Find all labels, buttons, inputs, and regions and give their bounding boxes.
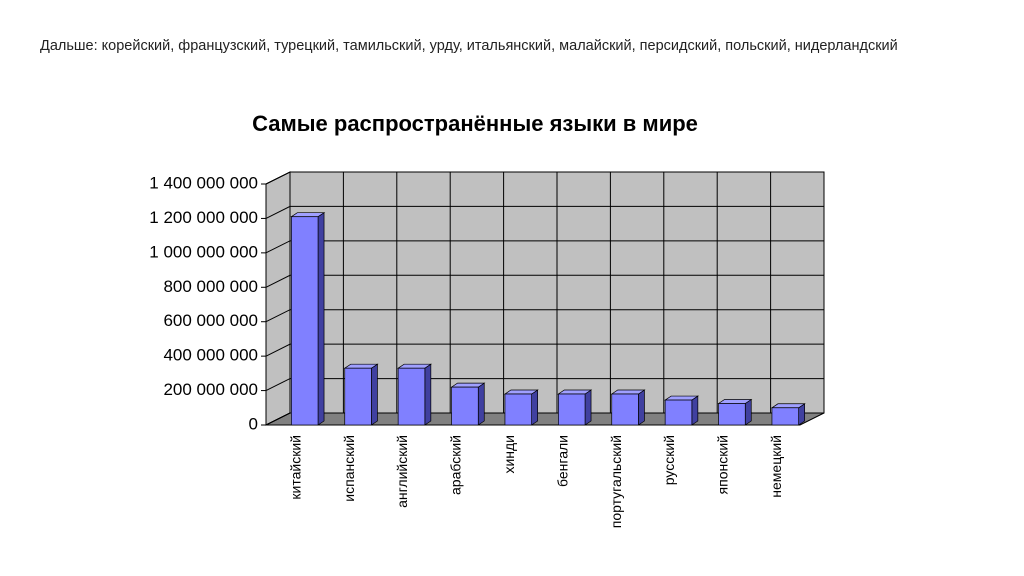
side-wall (265, 171, 291, 426)
x-tick-label: русский (661, 435, 677, 485)
x-tick-label: английский (394, 435, 410, 508)
x-tick-label: арабский (448, 435, 464, 495)
x-tick-label: бенгали (554, 435, 570, 487)
y-tick-label: 800 000 000 (163, 277, 258, 296)
bar-side (744, 398, 752, 426)
y-tick-label: 1 000 000 000 (149, 242, 258, 261)
bar-top (610, 389, 646, 395)
bar-top (343, 363, 379, 369)
bar-top (663, 395, 700, 401)
chart-title: Самые распространённые языки в мире (252, 111, 698, 136)
y-tick-label: 400 000 000 (163, 346, 258, 365)
bar-side (638, 389, 645, 426)
bar-top (557, 389, 593, 395)
bar (291, 216, 319, 426)
x-tick-label: японский (715, 435, 731, 494)
bar (771, 407, 800, 426)
y-tick-label: 600 000 000 (163, 311, 258, 330)
bar-side (531, 389, 539, 426)
bar-top (770, 403, 806, 409)
y-tick-label: 1 200 000 000 (149, 208, 258, 227)
bar (451, 386, 479, 426)
y-tick-label: 200 000 000 (163, 380, 258, 399)
bar-side (477, 382, 485, 426)
bar (611, 393, 639, 426)
bar-side (424, 363, 432, 426)
x-tick-label: немецкий (768, 435, 784, 498)
header-text: Дальше: корейский, французский, турецкий… (40, 38, 898, 54)
bar-top (290, 212, 326, 218)
bar (397, 367, 426, 426)
x-tick-label: испанский (341, 435, 357, 502)
x-tick-label: хинди (501, 435, 517, 474)
bar (344, 367, 372, 426)
x-tick-label: китайский (287, 435, 303, 500)
bar-top (450, 382, 486, 388)
bar (664, 399, 693, 426)
bar (557, 393, 586, 426)
bar-top (396, 363, 433, 369)
bar-top (503, 389, 539, 395)
bar-top (717, 399, 753, 404)
bar-side (317, 212, 325, 426)
x-tick-label: португальский (608, 435, 624, 528)
bar-side (691, 395, 699, 426)
bar-side (584, 389, 592, 426)
bar-side (371, 363, 378, 426)
y-tick-label: 0 (249, 414, 258, 433)
bar (718, 403, 746, 426)
bar (504, 393, 533, 426)
y-tick-label: 1 400 000 000 (149, 173, 258, 192)
